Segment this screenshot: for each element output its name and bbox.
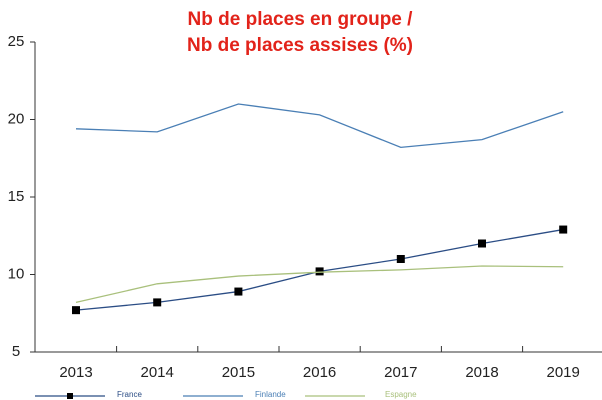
legend-label: Espagne [385,390,417,399]
marker [396,255,405,263]
x-tick-label: 2015 [222,364,255,381]
y-tick-label: 20 [8,110,25,127]
legend-label: France [117,390,142,399]
marker [234,287,243,296]
y-tick-label: 25 [8,33,25,50]
marker [153,298,162,307]
chart-title: Nb de places assises (%) [187,35,413,56]
x-tick-label: 2013 [59,364,92,381]
legend-marker [67,393,73,399]
x-tick-label: 2017 [384,364,417,381]
marker [559,225,568,234]
y-tick-label: 5 [12,343,20,360]
marker [315,267,324,276]
y-tick-label: 10 [8,265,25,282]
x-tick-label: 2019 [547,364,580,381]
x-tick-label: 2016 [303,364,336,381]
y-tick-label: 15 [8,188,25,205]
series-line [75,103,564,149]
series-line [75,265,564,304]
x-tick-label: 2014 [141,364,174,381]
legend-label: Finlande [255,390,286,399]
chart-title: Nb de places en groupe / [188,9,414,30]
marker [72,306,80,315]
marker [478,239,486,248]
x-tick-label: 2018 [465,364,498,381]
